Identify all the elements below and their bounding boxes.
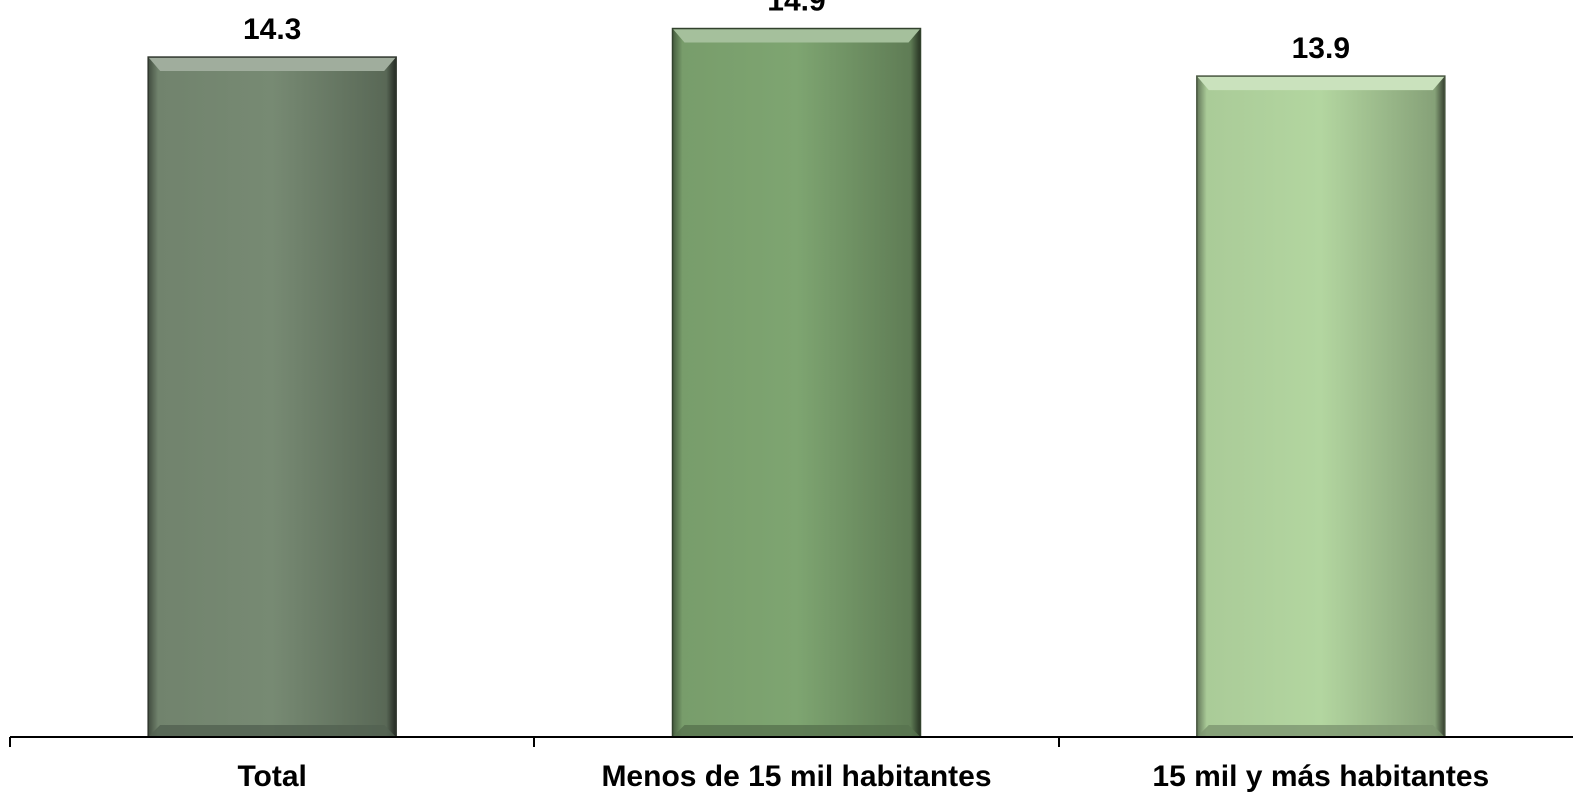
bars-group (147, 27, 1446, 738)
bar-2 (1196, 75, 1446, 738)
bar-1 (671, 27, 922, 738)
bar-body (148, 57, 397, 738)
category-labels-group: Total Menos de 15 mil habitantes 15 mil y … (237, 760, 1489, 793)
value-label-0: 14.3 (243, 13, 301, 46)
category-label-2: 15 mil y más habitantes (1152, 760, 1489, 793)
bar-0 (147, 56, 397, 738)
x-axis (9, 736, 1573, 747)
bar-bottom-bevel (672, 725, 921, 737)
bar-bottom-bevel (1196, 725, 1445, 737)
bar-body (672, 28, 921, 737)
value-label-2: 13.9 (1292, 32, 1350, 65)
bar-bottom-bevel (148, 725, 397, 737)
bar-top-bevel (672, 28, 921, 43)
category-label-0: Total (237, 760, 306, 793)
bar-top-bevel (148, 57, 397, 72)
value-label-1: 14.9 (767, 0, 825, 18)
bar-body (1196, 76, 1445, 738)
category-label-1: Menos de 15 mil habitantes (601, 760, 991, 793)
value-labels-group: 14.3 14.9 13.9 (243, 0, 1350, 65)
bar-top-bevel (1196, 76, 1445, 91)
